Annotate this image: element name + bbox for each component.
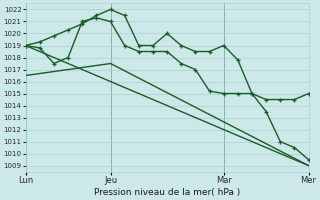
X-axis label: Pression niveau de la mer( hPa ): Pression niveau de la mer( hPa ) xyxy=(94,188,240,197)
